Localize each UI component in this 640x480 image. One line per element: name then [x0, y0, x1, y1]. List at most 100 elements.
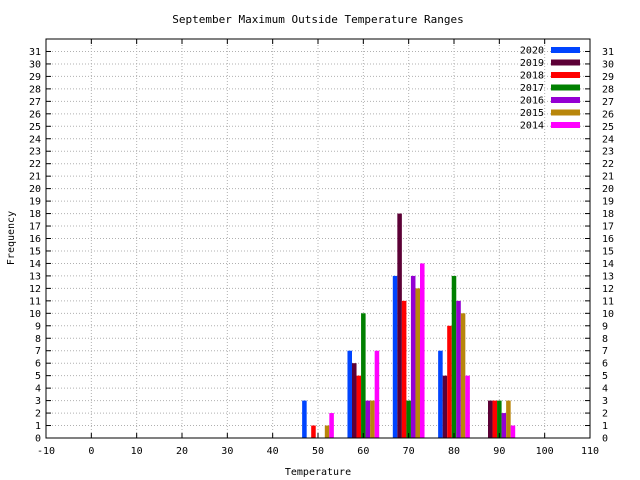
bar-2018-90 — [492, 400, 498, 438]
bar-2017-90 — [497, 400, 502, 438]
y-tick-label-left: 27 — [29, 97, 41, 108]
legend-swatch-2016 — [551, 97, 580, 103]
y-tick-label-right: 13 — [602, 271, 614, 282]
bar-2016-60 — [365, 400, 371, 438]
y-tick-label-right: 9 — [602, 321, 608, 332]
bar-2020-80 — [438, 350, 443, 438]
y-tick-label-left: 0 — [35, 434, 41, 445]
y-tick-label-right: 24 — [602, 134, 614, 145]
y-tick-label-left: 6 — [35, 359, 41, 370]
y-tick-label-left: 14 — [29, 259, 41, 270]
y-tick-label-left: 18 — [29, 209, 41, 220]
y-tick-label-right: 0 — [602, 434, 608, 445]
y-tick-label-left: 30 — [29, 59, 41, 70]
y-tick-label-left: 28 — [29, 84, 41, 95]
y-tick-label-left: 21 — [29, 172, 41, 183]
y-tick-label-right: 28 — [602, 84, 614, 95]
y-tick-label-left: 15 — [29, 246, 41, 257]
y-tick-label-right: 26 — [602, 109, 614, 120]
bar-2015-90 — [506, 400, 511, 438]
y-tick-label-right: 14 — [602, 259, 614, 270]
x-tick-label: 40 — [267, 446, 279, 457]
legend-swatch-2018 — [551, 72, 580, 78]
y-tick-label-right: 8 — [602, 334, 608, 345]
x-tick-label: 20 — [176, 446, 188, 457]
legend-label: 2020 — [520, 46, 544, 57]
bar-2016-80 — [456, 300, 461, 438]
bar-2018-80 — [447, 325, 452, 438]
y-tick-label-left: 8 — [35, 334, 41, 345]
x-axis-label: Temperature — [285, 467, 351, 478]
legend-label: 2019 — [520, 58, 544, 69]
bar-2015-70 — [415, 288, 420, 438]
y-tick-label-left: 10 — [29, 309, 41, 320]
y-tick-label-right: 12 — [602, 284, 614, 295]
y-tick-label-right: 25 — [602, 122, 614, 133]
y-tick-label-right: 6 — [602, 359, 608, 370]
y-tick-label-right: 29 — [602, 72, 614, 83]
bar-2017-80 — [451, 275, 457, 438]
bar-2019-90 — [488, 400, 493, 438]
x-tick-label: 70 — [403, 446, 415, 457]
y-tick-label-left: 7 — [35, 346, 41, 357]
y-tick-label-right: 23 — [602, 147, 614, 158]
x-tick-label: 50 — [312, 446, 324, 457]
y-tick-label-left: 11 — [29, 296, 41, 307]
legend-label: 2018 — [520, 71, 544, 82]
y-tick-label-left: 29 — [29, 72, 41, 83]
y-tick-label-right: 11 — [602, 296, 614, 307]
y-tick-label-left: 17 — [29, 222, 41, 233]
bar-2014-50 — [329, 413, 334, 438]
legend-swatch-2019 — [551, 59, 580, 66]
y-tick-label-right: 4 — [602, 384, 608, 395]
legend-swatch-2015 — [551, 109, 580, 116]
y-tick-label-left: 3 — [35, 396, 41, 407]
x-tick-label: -10 — [37, 446, 55, 457]
legend-label: 2017 — [520, 83, 544, 94]
y-tick-label-left: 22 — [29, 159, 41, 170]
y-tick-label-right: 16 — [602, 234, 614, 245]
y-tick-label-left: 19 — [29, 197, 41, 208]
legend-label: 2016 — [520, 96, 544, 107]
x-tick-label: 90 — [493, 446, 505, 457]
y-tick-label-right: 15 — [602, 246, 614, 257]
bar-2020-50 — [302, 400, 307, 438]
chart-title: September Maximum Outside Temperature Ra… — [172, 13, 463, 26]
x-tick-label: 10 — [131, 446, 143, 457]
bars — [302, 213, 516, 438]
x-tick-label: 110 — [581, 446, 599, 457]
bar-2015-60 — [370, 400, 375, 438]
bar-2017-70 — [406, 400, 411, 438]
x-tick-label: 0 — [88, 446, 94, 457]
y-axis-label: Frequency — [6, 211, 17, 265]
y-tick-label-left: 26 — [29, 109, 41, 120]
bar-2015-50 — [324, 425, 330, 438]
y-tick-label-left: 13 — [29, 271, 41, 282]
y-tick-label-right: 19 — [602, 197, 614, 208]
bar-2014-60 — [374, 350, 380, 438]
y-tick-label-right: 30 — [602, 59, 614, 70]
y-tick-label-left: 24 — [29, 134, 41, 145]
bar-2018-60 — [356, 375, 362, 438]
x-tick-label: 60 — [357, 446, 369, 457]
y-tick-label-left: 1 — [35, 421, 41, 432]
bar-2019-80 — [442, 375, 448, 438]
bar-2014-80 — [465, 375, 470, 438]
bar-2015-80 — [460, 313, 466, 438]
y-tick-label-right: 27 — [602, 97, 614, 108]
bar-2014-70 — [420, 263, 425, 438]
x-tick-label: 80 — [448, 446, 460, 457]
legend-swatch-2017 — [551, 84, 580, 91]
y-tick-label-left: 23 — [29, 147, 41, 158]
legend-swatch-2020 — [551, 47, 580, 53]
y-tick-label-right: 21 — [602, 172, 614, 183]
y-tick-label-right: 5 — [602, 371, 608, 382]
legend-label: 2014 — [520, 121, 544, 132]
y-tick-label-right: 3 — [602, 396, 608, 407]
x-tick-label: 100 — [536, 446, 554, 457]
x-tick-label: 30 — [221, 446, 233, 457]
y-tick-label-right: 17 — [602, 222, 614, 233]
